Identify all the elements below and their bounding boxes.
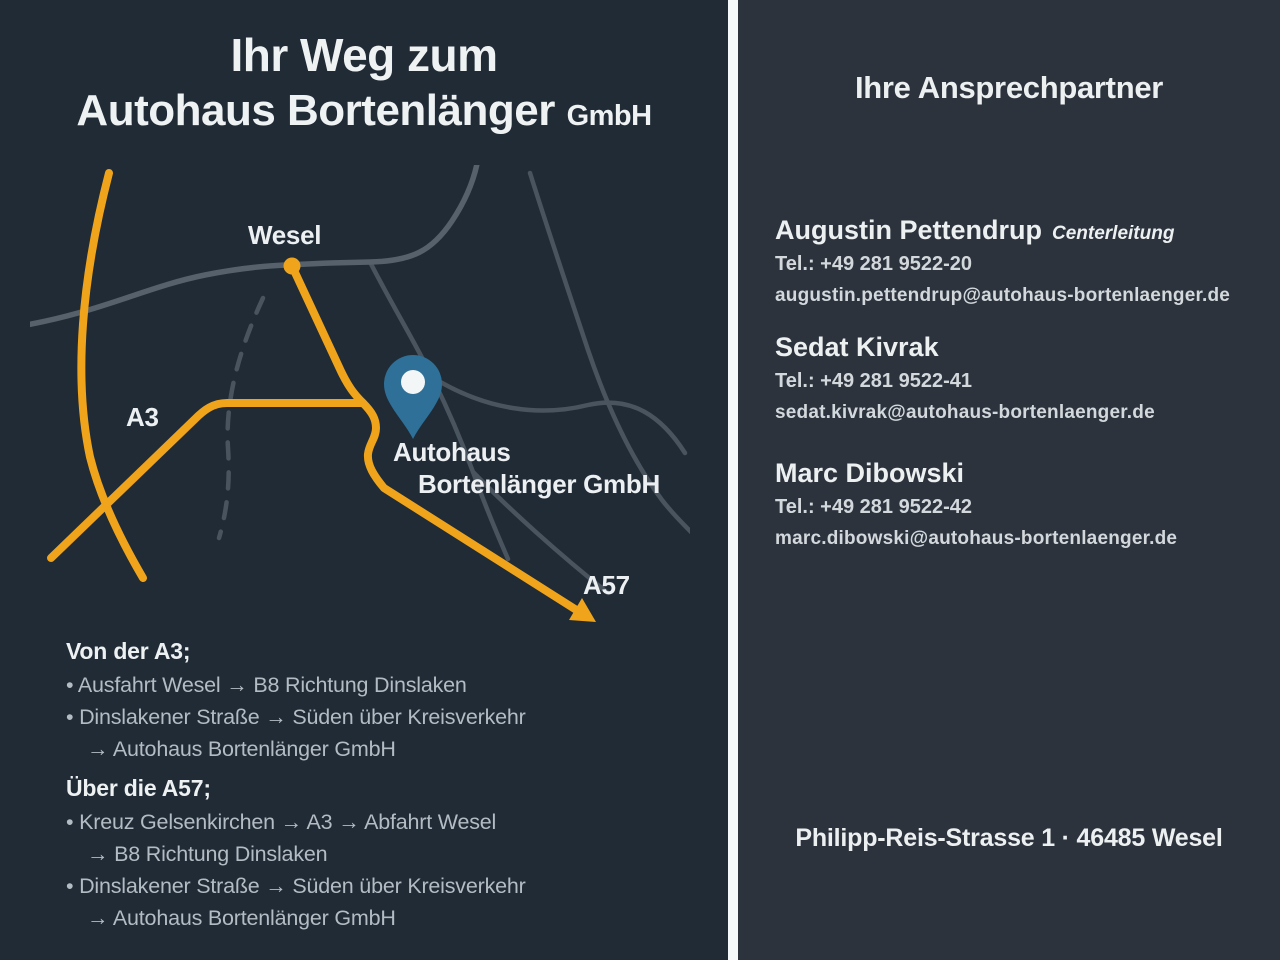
direction-step-continuation: → Autohaus Bortenlänger GmbH — [87, 737, 396, 761]
contact-name-row: Marc Dibowski — [775, 458, 1177, 488]
map-label-a3: A3 — [126, 402, 159, 432]
road-dashed — [216, 295, 266, 541]
contact-card: Marc Dibowski Tel.: +49 281 9522-42 marc… — [775, 458, 1177, 551]
route-orange-main — [288, 262, 582, 615]
title-company-suffix: GmbH — [566, 100, 653, 132]
route-orange-diagonal — [47, 399, 367, 562]
route-map — [30, 165, 690, 622]
road-diagonal-lower — [470, 469, 611, 596]
contact-name-row: Sedat Kivrak — [775, 332, 1155, 362]
title-line-1: Ihr Weg zum — [230, 29, 498, 81]
contact-role: Centerleitung — [1051, 223, 1175, 244]
direction-step: • Dinslakener Straße → Süden über Kreisv… — [66, 874, 526, 898]
road-diagonal-long — [527, 170, 690, 535]
contact-name: Marc Dibowski — [775, 458, 965, 488]
map-label-destination: Autohaus Bortenlänger GmbH — [393, 436, 660, 500]
highway-a3-road — [77, 169, 147, 582]
direction-step: • Ausfahrt Wesel → B8 Richtung Dinslaken — [66, 673, 467, 697]
contact-card: Sedat Kivrak Tel.: +49 281 9522-41 sedat… — [775, 332, 1155, 425]
map-label-destination-line2: Bortenlänger GmbH — [418, 469, 660, 499]
contacts-panel: Ihre Ansprechpartner Augustin Pettendrup… — [738, 0, 1280, 960]
page-title: Ihr Weg zum Autohaus Bortenlänger GmbH — [0, 28, 728, 145]
direction-step: • Dinslakener Straße → Süden über Kreisv… — [66, 705, 526, 729]
route-arrowhead-a57 — [569, 598, 596, 622]
contact-phone: Tel.: +49 281 9522-42 — [775, 496, 972, 518]
contacts-header: Ihre Ansprechpartner — [854, 70, 1164, 105]
directions-heading-a3: Von der A3; — [66, 638, 191, 664]
direction-step-continuation: → B8 Richtung Dinslaken — [87, 842, 328, 866]
title-company-name: Autohaus Bortenlänger — [76, 86, 555, 135]
location-pin-icon — [384, 355, 442, 439]
company-address: Philipp-Reis-Strasse 1 · 46485 Wesel — [795, 824, 1223, 852]
map-label-a57: A57 — [583, 570, 630, 600]
contact-phone: Tel.: +49 281 9522-41 — [775, 370, 972, 392]
contact-name: Augustin Pettendrup — [775, 215, 1042, 245]
road-network — [429, 374, 688, 456]
wesel-junction-dot — [283, 257, 301, 275]
road-branch — [367, 259, 511, 562]
directions-heading-a57: Über die A57; — [66, 775, 211, 801]
contact-card: Augustin Pettendrup Centerleitung Tel.: +… — [775, 215, 1230, 308]
road-main — [30, 165, 480, 328]
map-label-destination-line1: Autohaus — [393, 437, 511, 467]
location-pin-inner-dot — [401, 370, 425, 394]
contact-email: sedat.kivrak@autohaus-bortenlaenger.de — [775, 402, 1155, 423]
contact-phone: Tel.: +49 281 9522-20 — [775, 253, 972, 275]
contact-name: Sedat Kivrak — [775, 332, 939, 362]
directions-text: Von der A3; • Ausfahrt Wesel → B8 Richtu… — [66, 628, 526, 934]
contact-email: augustin.pettendrup@autohaus-bortenlaeng… — [775, 285, 1231, 306]
map-label-wesel: Wesel — [248, 220, 322, 250]
direction-step-continuation: → Autohaus Bortenlänger GmbH — [87, 906, 396, 930]
directions-panel: Ihr Weg zum Autohaus Bortenlänger GmbH W… — [0, 28, 728, 934]
contact-email: marc.dibowski@autohaus-bortenlaenger.de — [775, 528, 1178, 549]
panel-divider — [728, 0, 738, 960]
contact-name-row: Augustin Pettendrup Centerleitung — [775, 215, 1230, 245]
direction-step: • Kreuz Gelsenkirchen → A3 → Abfahrt Wes… — [66, 810, 497, 834]
title-line-2: Autohaus Bortenlänger GmbH — [0, 82, 728, 145]
